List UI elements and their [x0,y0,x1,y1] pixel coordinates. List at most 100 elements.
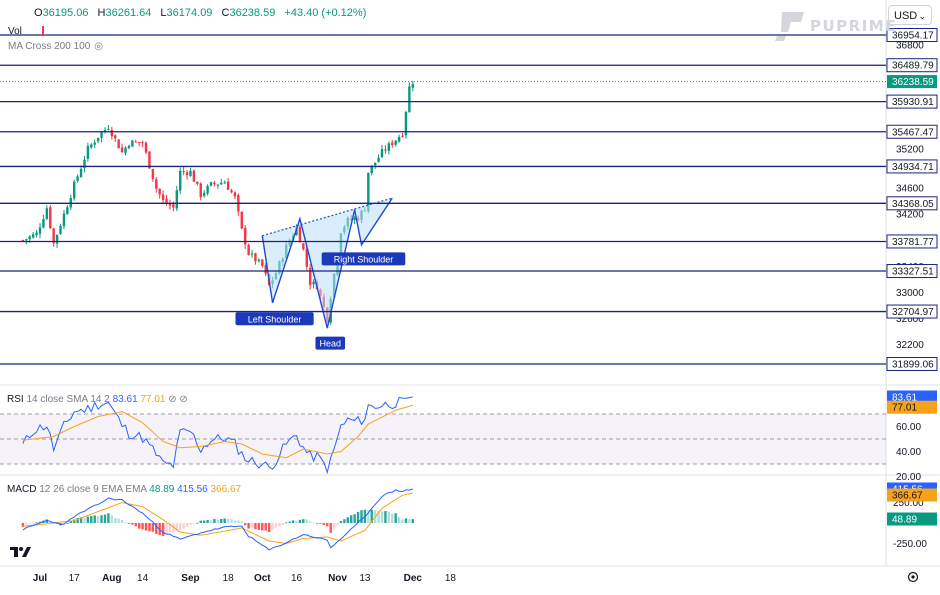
time-axis-tick-label: 13 [359,573,371,584]
macd-histogram-bar [411,519,414,523]
candle-body [131,140,134,147]
candle-body [62,213,66,227]
candle-body [31,234,35,238]
rsi-axis-tick-label: 40.00 [896,447,921,458]
macd-histogram-bar [329,523,332,533]
gear-icon[interactable] [907,571,919,583]
rsi-ma-value-tag [887,400,937,414]
rsi-label[interactable]: RSI 14 close SMA 14 2 83.61 77.01 ⊘ ⊘ [7,394,188,405]
macd-histogram-bar [353,514,356,523]
ma-cross-label-text: MA Cross 200 100 [8,41,91,52]
candle-body [117,139,120,149]
level-tag [886,196,938,211]
candle-body [353,217,356,221]
macd-histogram-bar [155,523,158,534]
candle-body [199,183,202,197]
candle-body [250,253,254,255]
rsi-ma-value-tag-label: 77.01 [892,403,917,414]
macd-histogram-bar [202,520,206,523]
macd-histogram-bar [223,518,226,523]
candle-body [298,226,302,243]
candle-body [79,168,83,178]
macd-histogram-bar [165,523,168,535]
candle-body [120,147,124,153]
candle-body [394,140,397,145]
time-axis-tick-label: 17 [69,573,81,584]
macd-histogram-bar [137,523,141,529]
macd-signal-value-tag-label: 366.67 [892,491,923,502]
macd-histogram-bar [319,523,322,524]
macd-histogram-bar [161,523,165,536]
candle-body [223,182,226,184]
macd-histogram-bar [295,520,298,523]
macd-histogram-bar [254,523,257,530]
rsi-value-label: 83.61 [112,394,138,405]
candle-body [168,203,172,206]
macd-histogram-bar [83,517,86,523]
candle-body [107,129,110,131]
candle-body [261,259,264,266]
macd-histogram-bar [175,523,178,531]
rsi-title: RSI [7,394,24,405]
macd-histogram-bar [107,513,110,523]
macd-histogram-bar [401,519,404,523]
time-axis-tick-label: 14 [137,573,149,584]
candle-body [165,198,168,204]
time-axis-tick-label: Aug [102,573,121,584]
macd-histogram-bar [380,511,384,523]
macd-hist-label: 48.89 [149,484,175,495]
candle-body [175,190,178,209]
level-tag [886,94,938,109]
macd-histogram-bar [312,522,315,524]
macd-histogram-bar [264,523,267,531]
volume-label[interactable]: Vol [8,26,50,37]
chevron-down-icon: ⌄ [918,11,926,21]
candle-body [148,151,151,169]
macd-histogram-bar [55,523,59,524]
tradingview-logo-part [10,547,18,557]
rsi-ma-line [22,404,413,459]
macd-label[interactable]: MACD 12 26 close 9 EMA EMA 48.89 415.56 … [7,484,241,495]
macd-histogram-bar [237,520,240,523]
candle-body [172,204,175,208]
macd-histogram-bar [384,511,387,523]
level-tag-label: 36954.17 [892,31,934,42]
time-axis-tick-label: 18 [445,573,457,584]
level-tag [886,124,938,139]
ma-cross-label[interactable]: MA Cross 200 100 ◎ [8,41,103,52]
level-tag-label: 33327.51 [892,267,934,278]
candle-body [408,86,411,113]
time-axis-tick-label: 18 [223,573,235,584]
macd-histogram-bar [189,523,192,526]
macd-histogram-bar [120,519,124,523]
macd-histogram-bar [336,523,339,525]
macd-histogram-bar [96,515,100,523]
eye-icon[interactable]: ◎ [94,41,103,52]
macd-histogram-bar [192,523,196,524]
macd-histogram-bar [38,521,42,523]
brand-logo-text: PUPRIME [810,17,897,35]
tradingview-logo-icon[interactable] [10,547,31,557]
macd-histogram-bar [90,515,93,523]
tradingview-logo-part [22,547,31,557]
macd-histogram-bar [233,520,237,523]
macd-histogram-bar [291,520,295,523]
candle-body [83,159,86,169]
macd-histogram-bar [339,521,343,523]
level-tag-label: 33781.77 [892,237,934,248]
currency-select[interactable]: USD ⌄ [888,5,932,25]
rsi-params: 14 close SMA 14 2 [26,394,110,405]
macd-histogram-bar [288,521,291,523]
candle-body [42,219,45,228]
close-label: C [221,7,230,19]
rsi-settings-icons[interactable]: ⊘ ⊘ [168,394,188,405]
candle-body [216,184,220,186]
macd-histogram-bar [117,518,120,523]
macd-histogram-bar [397,516,401,523]
candle-body [93,142,96,145]
price-axis-tick-label: 36800 [896,41,924,52]
rsi-value-tag [887,390,937,404]
candle-body [161,194,165,201]
